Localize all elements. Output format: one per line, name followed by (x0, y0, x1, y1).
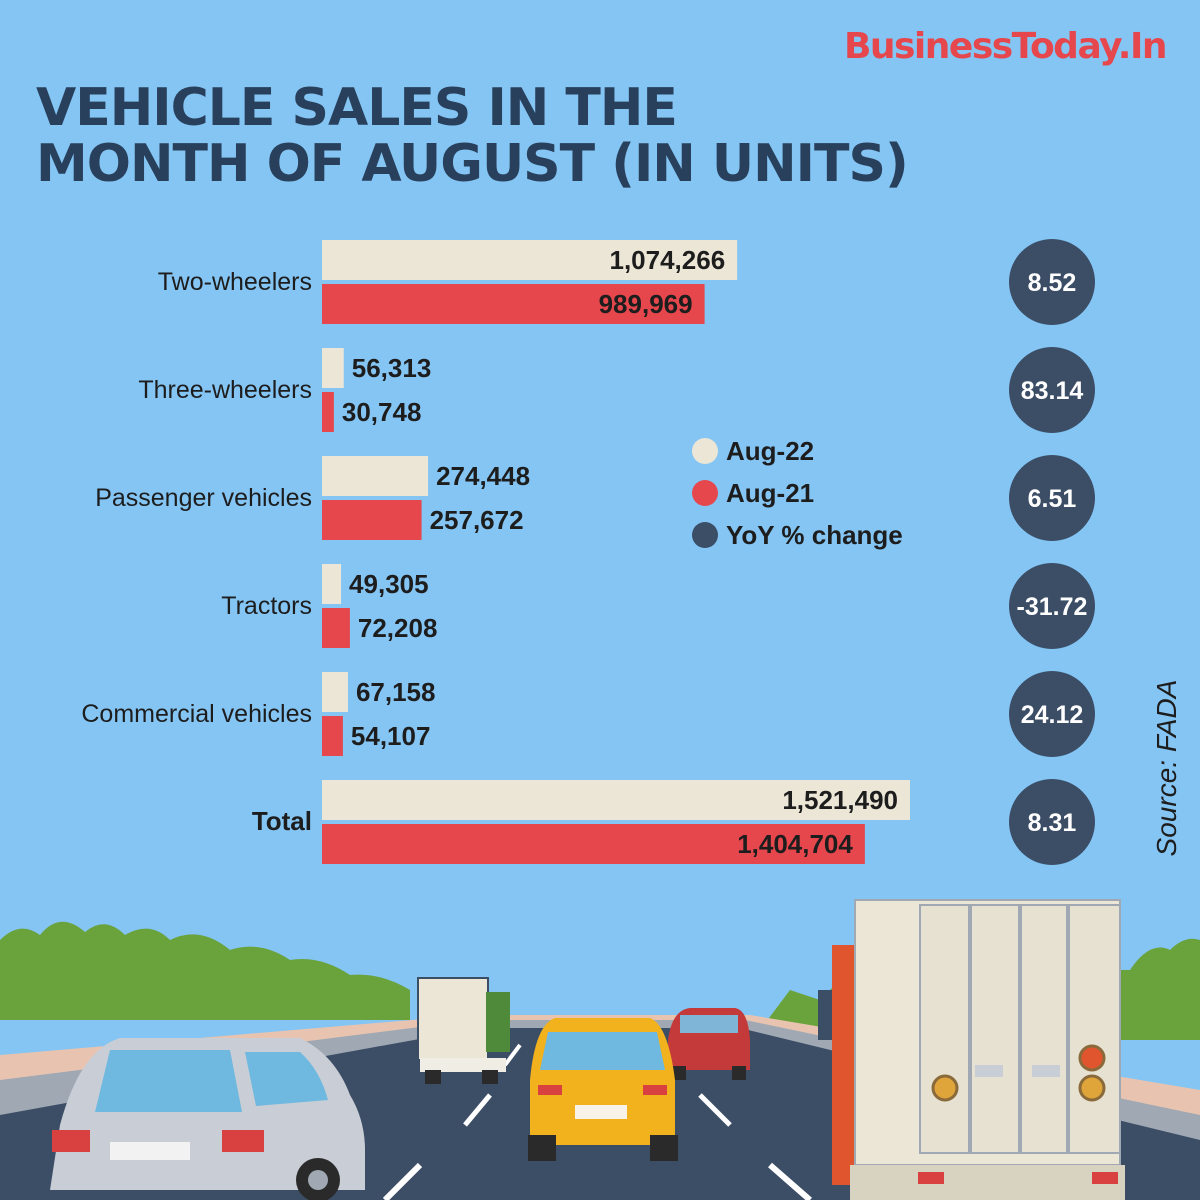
yellow-car-icon (528, 1018, 678, 1161)
source-note: Source: FADA (1151, 679, 1182, 857)
legend-swatch (692, 480, 718, 506)
legend-item-aug-21: Aug-21 (692, 472, 903, 514)
bar-aug-21 (322, 608, 350, 648)
category-label: Passenger vehicles (95, 484, 312, 512)
bar-aug-21 (322, 500, 422, 540)
legend-item-aug-22: Aug-22 (692, 430, 903, 472)
legend-label: Aug-21 (726, 477, 815, 508)
legend-label: YoY % change (726, 519, 903, 550)
yoy-label: 83.14 (1021, 377, 1084, 405)
chart-title: VEHICLE SALES IN THE MONTH OF AUGUST (IN… (36, 78, 909, 194)
big-truck-icon (818, 899, 1125, 1200)
data-label: 56,313 (352, 353, 432, 383)
bar-aug-22 (322, 672, 348, 712)
yoy-label: 24.12 (1021, 701, 1084, 729)
bar-aug-21 (322, 824, 865, 864)
lane-mark (503, 1043, 522, 1067)
legend-swatch (692, 438, 718, 464)
title-line-2: MONTH OF AUGUST (IN UNITS) (36, 134, 909, 194)
legend-swatch (692, 522, 718, 548)
bar-aug-21 (322, 716, 343, 756)
legend-label: Aug-22 (726, 435, 815, 466)
yoy-circle (1009, 455, 1095, 541)
silver-car-icon (50, 1038, 365, 1200)
category-label: Tractors (221, 592, 312, 620)
data-label: 989,969 (599, 289, 693, 319)
yoy-circle (1009, 779, 1095, 865)
bar-aug-21 (322, 392, 334, 432)
box-truck-icon (417, 977, 510, 1084)
lane-mark (463, 1093, 492, 1127)
yoy-circle (1009, 671, 1095, 757)
yoy-circle (1009, 563, 1095, 649)
data-label: 1,074,266 (609, 245, 725, 275)
bar-aug-22 (322, 240, 738, 280)
category-label: Total (252, 806, 312, 836)
bar-aug-21 (322, 284, 705, 324)
data-label: 49,305 (349, 569, 429, 599)
category-label: Two-wheelers (158, 268, 312, 296)
yoy-circle (1009, 347, 1095, 433)
data-label: 30,748 (342, 397, 422, 427)
lane-mark (768, 1162, 812, 1200)
data-label: 72,208 (358, 613, 438, 643)
red-car-icon (668, 1008, 750, 1080)
data-label: 1,521,490 (782, 785, 898, 815)
yoy-label: -31.72 (1017, 593, 1088, 621)
tree-line-left (0, 921, 410, 1020)
bar-aug-22 (322, 348, 344, 388)
yoy-label: 8.52 (1028, 269, 1077, 297)
legend: Aug-22 Aug-21 YoY % change (692, 430, 903, 556)
data-label: 67,158 (356, 677, 436, 707)
highway-illustration (0, 899, 1200, 1200)
lane-mark (382, 1162, 423, 1200)
data-label: 257,672 (430, 505, 524, 535)
bar-aug-22 (322, 780, 910, 820)
yoy-circle (1009, 239, 1095, 325)
title-line-1: VEHICLE SALES IN THE (36, 78, 678, 138)
data-label: 1,404,704 (737, 829, 853, 859)
yoy-label: 6.51 (1028, 485, 1077, 513)
category-label: Commercial vehicles (81, 700, 312, 728)
bar-aug-22 (322, 456, 429, 496)
data-label: 274,448 (436, 461, 530, 491)
bar-chart: Two-wheelers 1,074,266 989,969 8.52 Three-wh… (81, 239, 1095, 865)
legend-item-yoy: YoY % change (692, 514, 903, 556)
lane-mark (698, 1093, 732, 1127)
data-label: 54,107 (351, 721, 431, 751)
brand-logo: BusinessToday.In (843, 26, 1168, 67)
category-label: Three-wheelers (138, 376, 312, 404)
bar-aug-22 (322, 564, 342, 604)
yoy-label: 8.31 (1028, 809, 1077, 837)
